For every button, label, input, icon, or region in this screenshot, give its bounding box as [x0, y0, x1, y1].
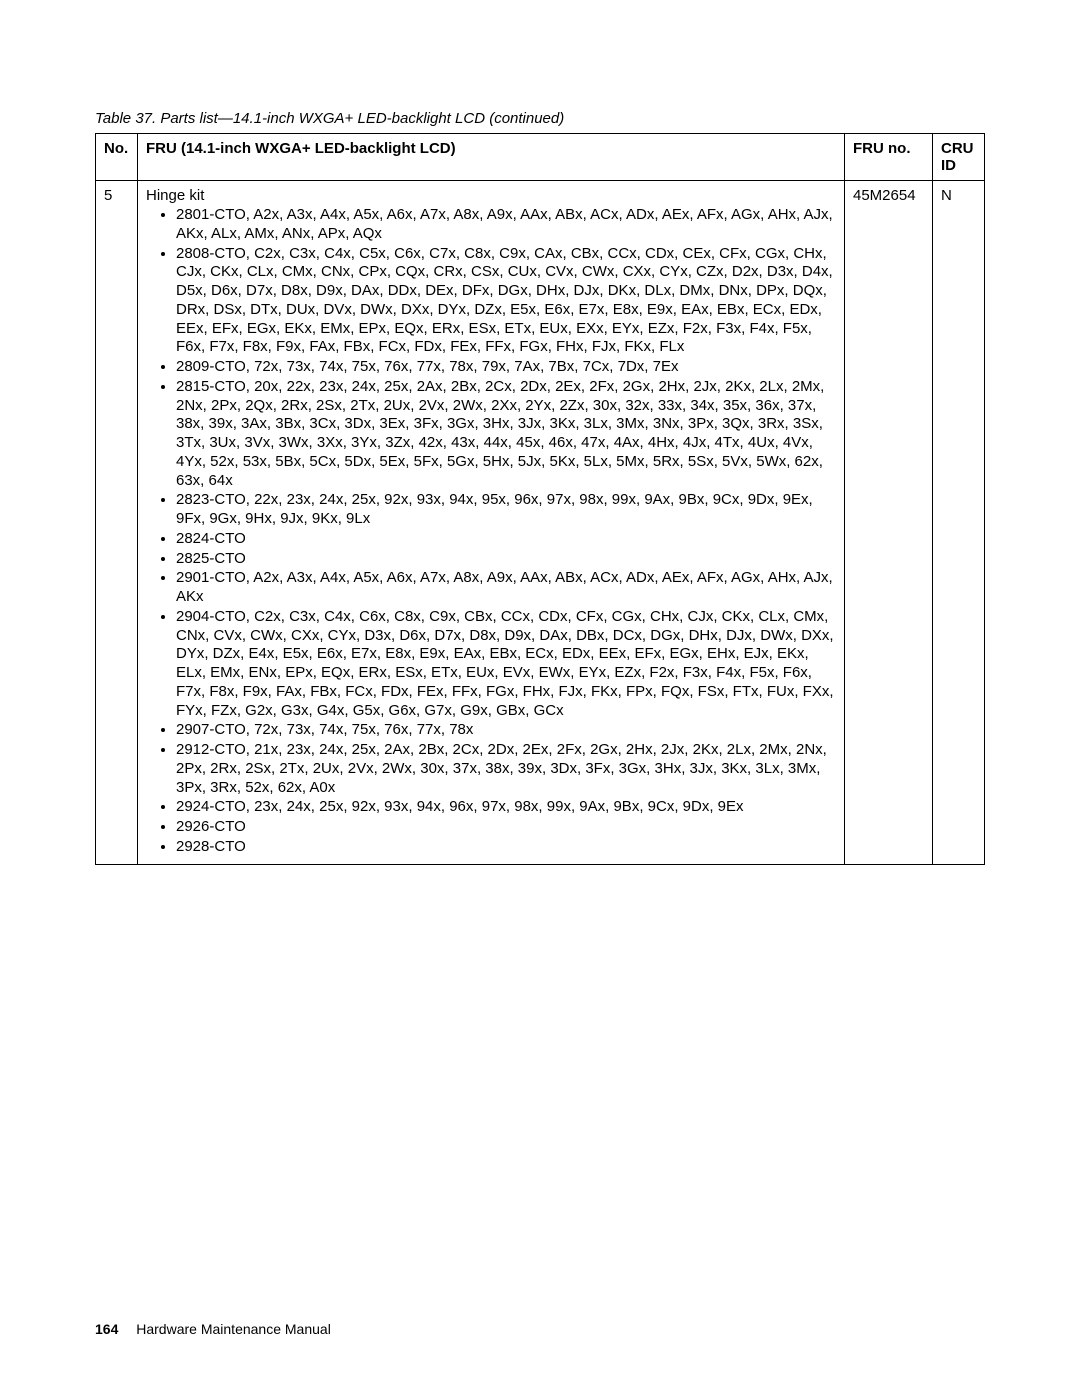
table-caption: Table 37. Parts list—14.1-inch WXGA+ LED… — [95, 110, 985, 127]
table-row: 5 Hinge kit 2801-CTO, A2x, A3x, A4x, A5x… — [96, 181, 985, 865]
fru-bullet: 2924-CTO, 23x, 24x, 25x, 92x, 93x, 94x, … — [176, 798, 836, 818]
table-header-row: No. FRU (14.1-inch WXGA+ LED-backlight L… — [96, 134, 985, 181]
parts-table: No. FRU (14.1-inch WXGA+ LED-backlight L… — [95, 133, 985, 865]
fru-bullet: 2928-CTO — [176, 838, 836, 858]
fru-bullet-list: 2801-CTO, A2x, A3x, A4x, A5x, A6x, A7x, … — [146, 206, 836, 858]
fru-bullet: 2912-CTO, 21x, 23x, 24x, 25x, 2Ax, 2Bx, … — [176, 741, 836, 798]
fru-bullet: 2926-CTO — [176, 818, 836, 838]
fru-bullet: 2801-CTO, A2x, A3x, A4x, A5x, A6x, A7x, … — [176, 206, 836, 245]
fru-bullet: 2809-CTO, 72x, 73x, 74x, 75x, 76x, 77x, … — [176, 358, 836, 378]
fru-bullet: 2808-CTO, C2x, C3x, C4x, C5x, C6x, C7x, … — [176, 245, 836, 359]
footer-title: Hardware Maintenance Manual — [136, 1321, 331, 1337]
cell-cru: N — [933, 181, 985, 865]
fru-bullet: 2901-CTO, A2x, A3x, A4x, A5x, A6x, A7x, … — [176, 569, 836, 608]
col-fru: FRU (14.1-inch WXGA+ LED-backlight LCD) — [138, 134, 845, 181]
cell-no: 5 — [96, 181, 138, 865]
page-footer: 164 Hardware Maintenance Manual — [95, 1321, 331, 1337]
page-content: Table 37. Parts list—14.1-inch WXGA+ LED… — [0, 0, 1080, 865]
col-no: No. — [96, 134, 138, 181]
page-number: 164 — [95, 1321, 118, 1337]
fru-bullet: 2824-CTO — [176, 530, 836, 550]
fru-bullet: 2907-CTO, 72x, 73x, 74x, 75x, 76x, 77x, … — [176, 721, 836, 741]
col-cru: CRU ID — [933, 134, 985, 181]
col-fruno: FRU no. — [845, 134, 933, 181]
fru-bullet: 2825-CTO — [176, 550, 836, 570]
fru-bullet: 2815-CTO, 20x, 22x, 23x, 24x, 25x, 2Ax, … — [176, 378, 836, 492]
fru-title: Hinge kit — [146, 187, 836, 204]
cell-fru: Hinge kit 2801-CTO, A2x, A3x, A4x, A5x, … — [138, 181, 845, 865]
cell-fruno: 45M2654 — [845, 181, 933, 865]
fru-bullet: 2823-CTO, 22x, 23x, 24x, 25x, 92x, 93x, … — [176, 491, 836, 530]
fru-bullet: 2904-CTO, C2x, C3x, C4x, C6x, C8x, C9x, … — [176, 608, 836, 722]
